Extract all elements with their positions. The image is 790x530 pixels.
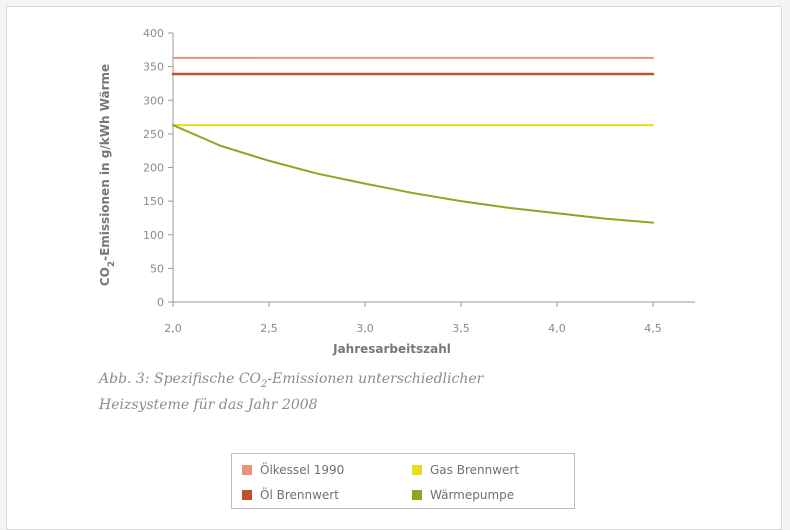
figure-caption: Abb. 3: Spezifische CO2-Emissionen unter… [99, 369, 659, 415]
y-tick-label: 0 [157, 296, 164, 309]
y-tick-label: 150 [143, 195, 164, 208]
legend-label: Ölkessel 1990 [260, 462, 345, 477]
legend-swatch [242, 464, 252, 475]
legend-item-oel-brennwert: Öl Brennwert [242, 482, 412, 507]
y-axis-title-main: CO [98, 267, 112, 286]
y-tick-label: 200 [143, 162, 164, 175]
co2-emissions-chart: 0 50 100 150 200 250 300 350 400 2,0 2,5 3,0 3,5 4,0… [98, 27, 695, 356]
legend-item-oelkessel-1990: Ölkessel 1990 [242, 457, 412, 482]
y-tick-label: 250 [143, 128, 164, 141]
series-line-waermepumpe [172, 124, 654, 224]
legend-label: Wärmepumpe [430, 487, 515, 502]
x-tick-label: 3,5 [452, 322, 470, 335]
caption-text-post: -Emissionen unterschiedlicher [267, 371, 484, 387]
legend-swatch [412, 489, 422, 500]
chart-legend: Ölkessel 1990 Gas Brennwert Öl Brennwert… [231, 453, 575, 509]
caption-text-pre: Abb. 3: Spezifische CO [99, 371, 262, 387]
x-tick-label: 4,0 [548, 322, 566, 335]
caption-subscript: 2 [261, 378, 268, 390]
y-axis-title-rest: -Emissionen in g/kWh Wärme [98, 64, 112, 261]
caption-line-2: Heizsysteme für das Jahr 2008 [99, 396, 318, 413]
x-axis-title: Jahresarbeitszahl [332, 342, 451, 356]
legend-label: Öl Brennwert [260, 487, 339, 502]
legend-swatch [412, 464, 422, 475]
y-tick-label: 350 [143, 61, 164, 74]
caption-line-1: Abb. 3: Spezifische CO2-Emissionen unter… [99, 369, 659, 395]
x-tick-label: 2,5 [260, 322, 278, 335]
y-tick-label: 50 [150, 262, 164, 275]
x-tick-label: 4,5 [644, 322, 662, 335]
x-tick-label: 3,0 [356, 322, 374, 335]
legend-item-waermepumpe: Wärmepumpe [412, 482, 582, 507]
y-tick-label: 400 [143, 27, 164, 40]
x-tick-label: 2,0 [164, 322, 182, 335]
legend-swatch [242, 489, 252, 500]
y-tick-label: 300 [143, 94, 164, 107]
y-tick-label: 100 [143, 229, 164, 242]
legend-label: Gas Brennwert [430, 462, 520, 477]
y-axis-title-subscript: 2 [107, 261, 117, 267]
legend-item-gas-brennwert: Gas Brennwert [412, 457, 582, 482]
figure-page: 0 50 100 150 200 250 300 350 400 2,0 2,5 3,0 3,5 4,0… [6, 6, 782, 530]
y-axis-title: CO2-Emissionen in g/kWh Wärme [98, 64, 117, 286]
